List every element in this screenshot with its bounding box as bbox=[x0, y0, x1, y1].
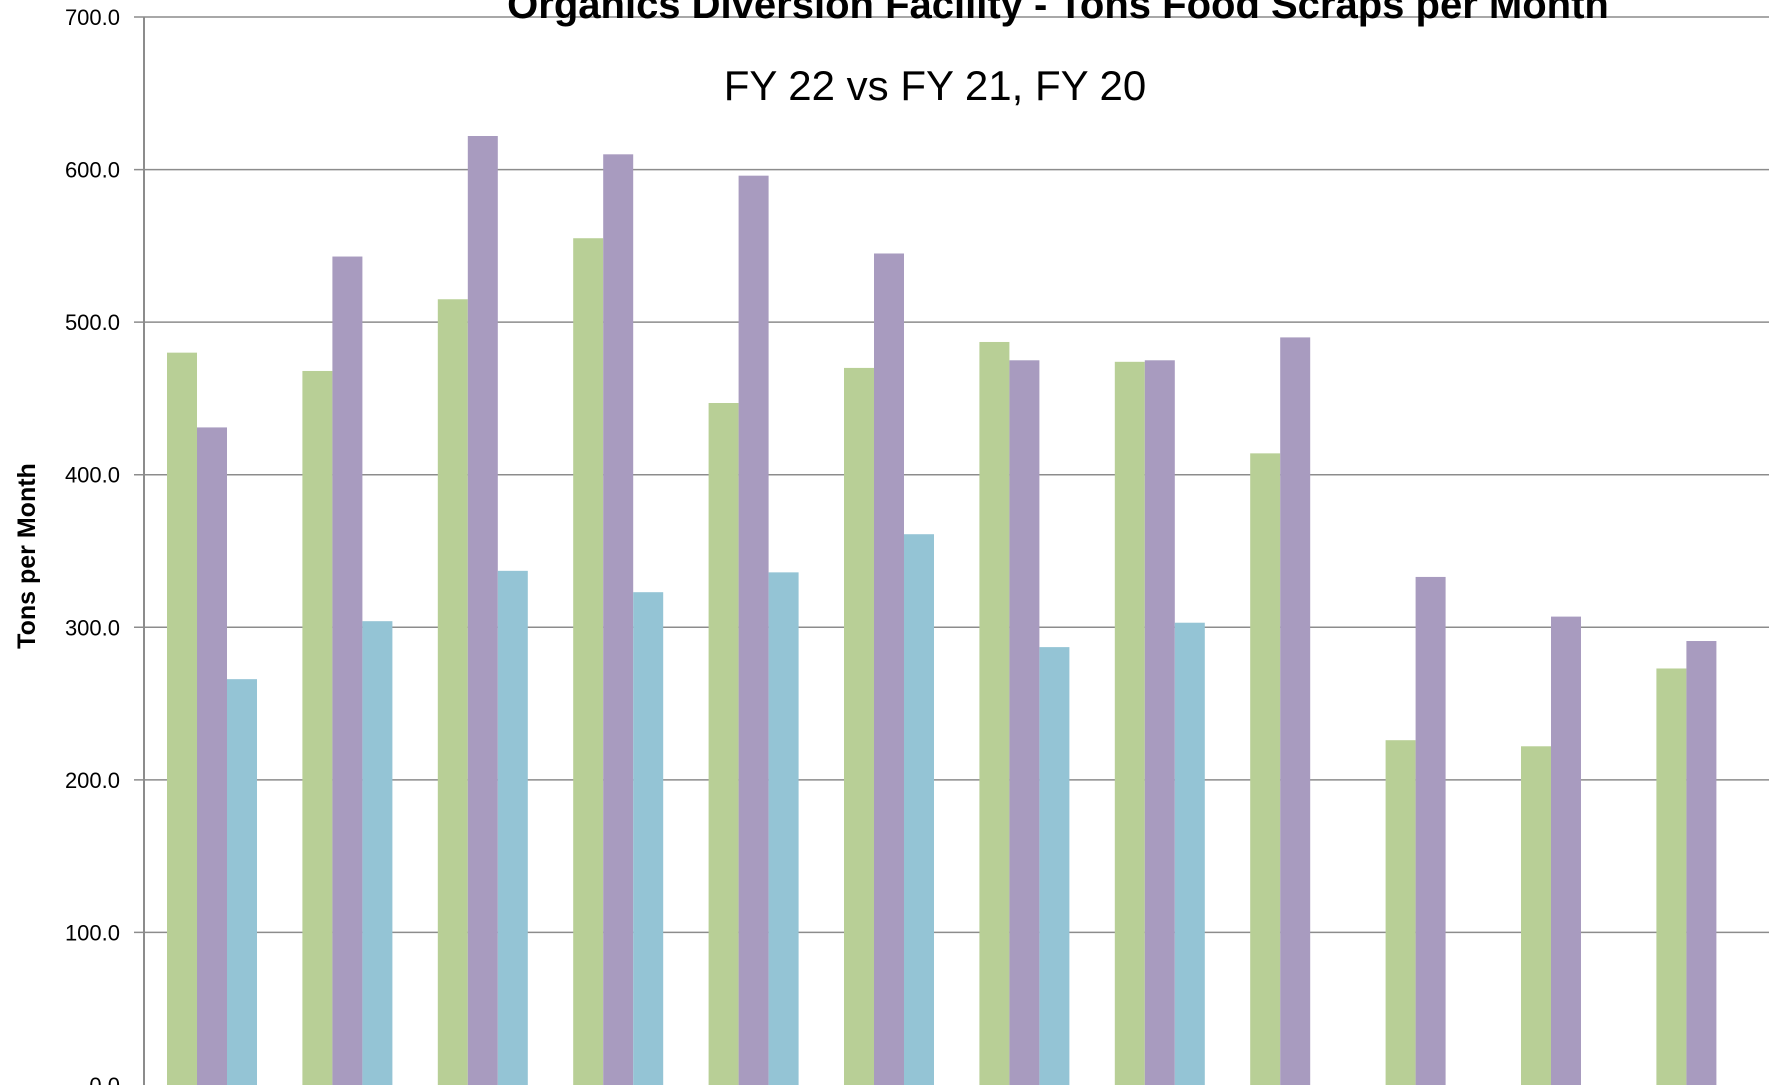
bars bbox=[167, 136, 1717, 1085]
y-tick-label: 100.0 bbox=[65, 920, 120, 945]
bar-series-2-category-3 bbox=[467, 136, 498, 1085]
bar-series-2-category-6 bbox=[874, 253, 904, 1085]
bar-series-3-category-8 bbox=[1174, 622, 1205, 1085]
bar-series-1-category-3 bbox=[437, 299, 468, 1085]
bar-series-2-category-4 bbox=[603, 154, 634, 1085]
chart-title: Organics Diversion Facility - Tons Food … bbox=[507, 0, 1609, 27]
y-tick-label: 600.0 bbox=[65, 158, 120, 183]
bar-series-3-category-1 bbox=[227, 679, 257, 1085]
bar-series-2-category-2 bbox=[332, 256, 363, 1085]
y-axis-label: Tons per Month bbox=[13, 463, 41, 649]
bar-series-1-category-12 bbox=[1656, 668, 1687, 1085]
bar-series-1-category-10 bbox=[1385, 740, 1416, 1085]
gridlines bbox=[134, 16, 1769, 934]
bar-series-2-category-10 bbox=[1415, 576, 1446, 1085]
bar-series-3-category-4 bbox=[633, 592, 664, 1085]
bar-series-2-category-5 bbox=[738, 175, 769, 1085]
bar-series-1-category-5 bbox=[708, 403, 739, 1085]
y-tick-label: 0.0 bbox=[89, 1073, 120, 1085]
y-tick-label: 300.0 bbox=[65, 615, 120, 640]
bar-series-3-category-2 bbox=[362, 621, 393, 1085]
bar-series-1-category-7 bbox=[979, 341, 1010, 1085]
chart-subtitle: FY 22 vs FY 21, FY 20 bbox=[724, 62, 1147, 109]
bar-series-2-category-9 bbox=[1280, 337, 1311, 1085]
y-tick-label: 200.0 bbox=[65, 768, 120, 793]
bar-series-3-category-3 bbox=[497, 570, 528, 1085]
bar-series-2-category-12 bbox=[1686, 641, 1717, 1085]
y-tick-label: 400.0 bbox=[65, 463, 120, 488]
bar-series-3-category-7 bbox=[1039, 647, 1070, 1085]
bar-series-1-category-2 bbox=[302, 370, 333, 1085]
bar-series-1-category-11 bbox=[1521, 746, 1551, 1085]
bar-series-2-category-1 bbox=[197, 427, 227, 1085]
bar-series-3-category-5 bbox=[768, 572, 799, 1085]
bar-series-1-category-8 bbox=[1114, 361, 1145, 1085]
bar-series-1-category-9 bbox=[1250, 453, 1281, 1085]
bar-series-1-category-6 bbox=[844, 367, 874, 1085]
bar-series-1-category-1 bbox=[167, 352, 197, 1085]
y-tick-label: 500.0 bbox=[65, 310, 120, 335]
bar-series-1-category-4 bbox=[573, 238, 604, 1085]
bar-series-2-category-8 bbox=[1144, 360, 1175, 1085]
bar-series-2-category-11 bbox=[1551, 616, 1581, 1085]
y-tick-label: 700.0 bbox=[65, 5, 120, 30]
y-tick-labels: 0.0 100.0 200.0 300.0 400.0 500.0 600.0 700.0 bbox=[65, 5, 120, 1085]
bar-series-2-category-7 bbox=[1009, 360, 1040, 1085]
bar-series-3-category-6 bbox=[904, 534, 934, 1085]
